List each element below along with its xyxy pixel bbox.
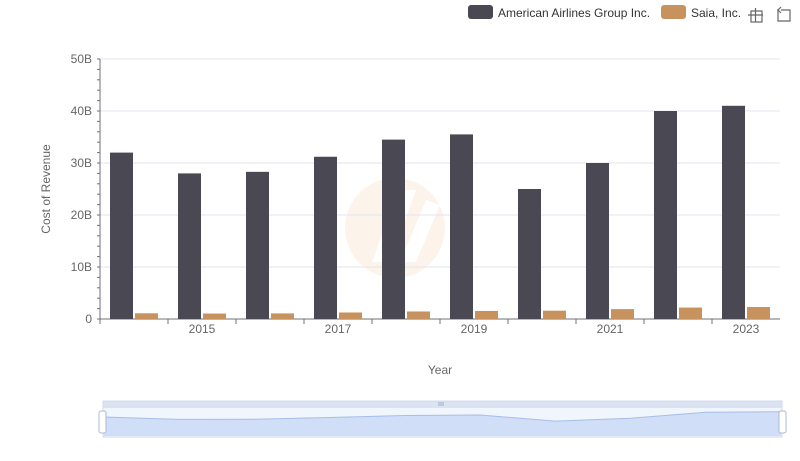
y-tick-label: 20B [71, 208, 92, 222]
bar-american-airlines-2017[interactable] [314, 156, 337, 319]
slider-grip-icon[interactable] [438, 402, 444, 406]
bars [110, 105, 770, 320]
y-axis-title: Cost of Revenue [39, 144, 53, 234]
bar-american-airlines-2014[interactable] [110, 152, 133, 319]
y-tick-label: 40B [71, 104, 92, 118]
y-tick-label: 0 [85, 312, 92, 326]
bar-american-airlines-2019[interactable] [450, 134, 473, 319]
x-axis-title: Year [428, 363, 452, 377]
slider-right-handle[interactable] [778, 410, 787, 434]
y-tick-label: 30B [71, 156, 92, 170]
bar-saia-2018[interactable] [407, 311, 430, 319]
x-tick-label: 2023 [733, 322, 760, 336]
slider-top-bar[interactable] [103, 401, 782, 408]
zoom-icon[interactable] [748, 8, 763, 23]
slider-preview-area [103, 411, 782, 436]
bar-american-airlines-2021[interactable] [586, 163, 609, 319]
slider-left-handle[interactable] [98, 410, 107, 434]
bar-saia-2015[interactable] [203, 313, 226, 319]
x-axis: 2015 2017 2019 2021 2023 [99, 319, 760, 336]
bar-saia-2021[interactable] [611, 309, 634, 319]
bar-american-airlines-2018[interactable] [382, 139, 405, 319]
bar-american-airlines-2023[interactable] [722, 105, 745, 319]
restore-icon[interactable] [777, 6, 791, 22]
data-zoom-slider[interactable] [98, 400, 787, 438]
legend-label: Saia, Inc. [691, 6, 741, 20]
bar-saia-2017[interactable] [339, 312, 362, 320]
legend-swatch [661, 5, 686, 19]
bar-saia-2019[interactable] [475, 310, 498, 319]
y-tick-label: 10B [71, 260, 92, 274]
grid-lines [100, 58, 780, 320]
x-tick-label: 2017 [325, 322, 352, 336]
y-tick-label: 50B [71, 52, 92, 66]
bar-saia-2016[interactable] [271, 313, 294, 319]
bar-saia-2014[interactable] [135, 313, 158, 319]
x-tick-label: 2021 [597, 322, 624, 336]
legend-item-american-airlines[interactable]: American Airlines Group Inc. [468, 5, 650, 20]
legend[interactable]: American Airlines Group Inc. Saia, Inc. [468, 5, 741, 20]
slider-preview-area-fill [104, 411, 781, 436]
bar-american-airlines-2020[interactable] [518, 189, 541, 319]
legend-label: American Airlines Group Inc. [498, 6, 650, 20]
x-tick-label: 2015 [189, 322, 216, 336]
bar-saia-2023[interactable] [747, 307, 770, 319]
legend-item-saia[interactable]: Saia, Inc. [661, 5, 741, 20]
x-tick-label: 2019 [461, 322, 488, 336]
y-axis: 0 10B 20B 30B 40B 50B [71, 52, 101, 326]
bar-saia-2020[interactable] [543, 310, 566, 319]
bar-saia-2022[interactable] [679, 307, 702, 319]
bar-american-airlines-2016[interactable] [246, 171, 269, 319]
bar-american-airlines-2015[interactable] [178, 173, 201, 319]
slider-selection[interactable] [103, 408, 782, 437]
slider-preview-line [103, 411, 782, 422]
bar-american-airlines-2022[interactable] [654, 111, 677, 319]
legend-swatch [468, 5, 493, 19]
